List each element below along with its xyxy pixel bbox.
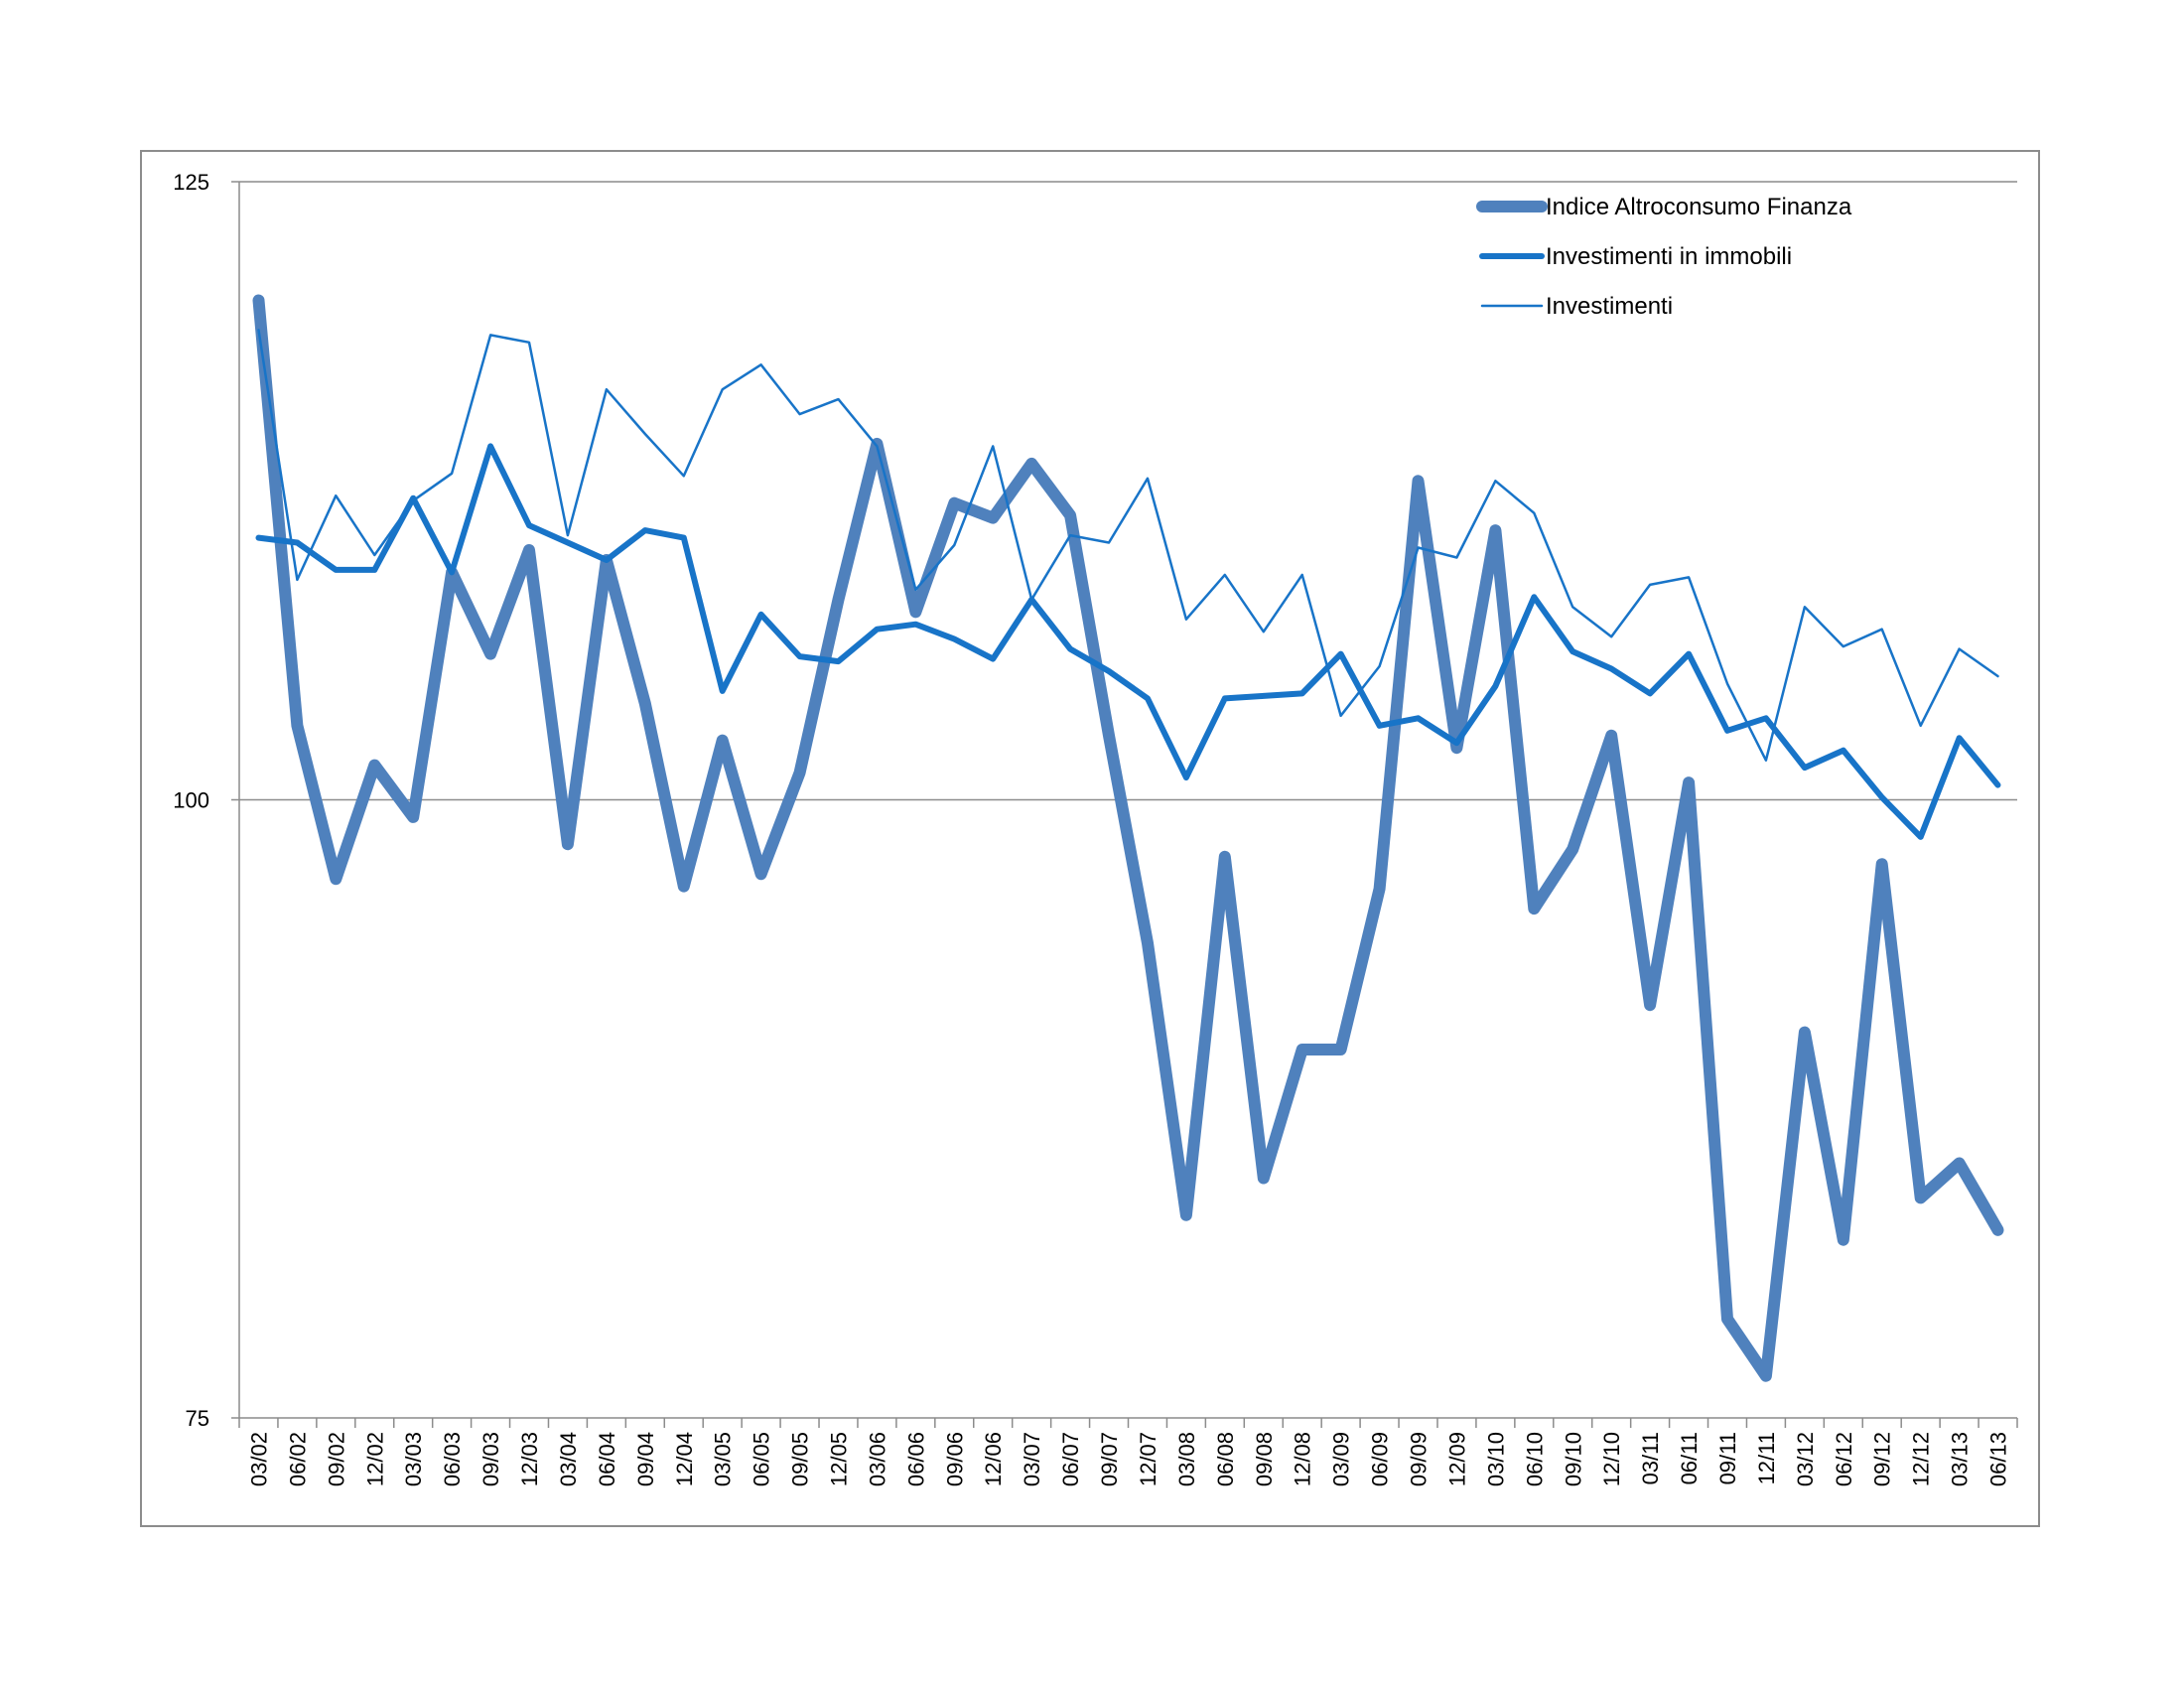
x-tick-label: 12/05 xyxy=(826,1432,851,1486)
x-tick-label: 12/08 xyxy=(1291,1432,1315,1486)
legend-label: Investimenti xyxy=(1546,293,1673,320)
x-tick-label: 09/04 xyxy=(633,1432,658,1486)
x-tick-label: 06/03 xyxy=(440,1432,465,1486)
x-tick-label: 06/11 xyxy=(1677,1432,1702,1484)
legend: Indice Altroconsumo Finanza Investimenti … xyxy=(1476,194,1852,320)
x-tick-label: 06/07 xyxy=(1058,1432,1083,1486)
x-tick-label: 06/12 xyxy=(1832,1432,1856,1486)
x-tick-label: 09/12 xyxy=(1870,1432,1895,1486)
legend-label: Indice Altroconsumo Finanza xyxy=(1546,194,1852,220)
x-tick-label: 12/10 xyxy=(1599,1432,1624,1486)
legend-label: Investimenti in immobili xyxy=(1546,243,1792,270)
series-line-2 xyxy=(255,443,2001,840)
y-tick-label: 75 xyxy=(186,1406,209,1431)
x-tick-label: 03/05 xyxy=(711,1432,736,1486)
x-tick-label: 03/09 xyxy=(1329,1432,1354,1486)
x-tick-label: 03/06 xyxy=(865,1432,889,1486)
x-tick-label: 12/04 xyxy=(672,1432,697,1486)
x-tick-label: 06/13 xyxy=(1986,1432,2011,1486)
y-tick-label: 100 xyxy=(173,788,209,813)
x-tick-label: 06/04 xyxy=(595,1432,619,1486)
x-tick-label: 03/10 xyxy=(1483,1432,1508,1486)
line-chart: 75 100 125 03/02 06/02 09/02 12/02 03/03 06/03 09… xyxy=(173,170,2018,1486)
x-tick-label: 03/08 xyxy=(1174,1432,1199,1486)
x-tick-label: 12/06 xyxy=(981,1432,1006,1486)
x-tick-label: 06/10 xyxy=(1522,1432,1547,1486)
x-tick-label: 09/05 xyxy=(788,1432,813,1486)
x-tick-label: 12/03 xyxy=(517,1432,542,1486)
x-tick-label: 09/11 xyxy=(1715,1432,1740,1484)
series-line-3 xyxy=(257,329,1999,762)
x-tick-label: 09/09 xyxy=(1407,1432,1432,1486)
x-tick-label: 09/02 xyxy=(324,1432,348,1486)
x-tick-label: 03/11 xyxy=(1638,1432,1663,1484)
x-tick-label: 03/07 xyxy=(1020,1432,1044,1486)
x-tick-label: 12/02 xyxy=(362,1432,387,1486)
x-tick-label: 06/08 xyxy=(1213,1432,1238,1486)
x-tick-label: 09/03 xyxy=(478,1432,503,1486)
x-tick-label: 09/10 xyxy=(1561,1432,1585,1486)
x-tick-label: 12/07 xyxy=(1136,1432,1160,1486)
x-tick-label: 12/09 xyxy=(1444,1432,1469,1486)
x-tick-label: 03/02 xyxy=(246,1432,271,1486)
x-tick-label: 06/02 xyxy=(285,1432,310,1486)
x-tick-label: 12/12 xyxy=(1909,1432,1934,1486)
x-tick-label: 09/06 xyxy=(942,1432,967,1486)
x-tick-label: 06/06 xyxy=(903,1432,928,1486)
axes: 75 100 125 03/02 06/02 09/02 12/02 03/03 06/03 09… xyxy=(173,170,2018,1486)
series xyxy=(252,294,2004,1382)
x-tick-label: 12/11 xyxy=(1754,1432,1779,1484)
series-line-1 xyxy=(252,294,2004,1382)
x-tick-label: 06/05 xyxy=(750,1432,774,1486)
x-tick-label: 09/08 xyxy=(1252,1432,1277,1486)
x-tick-label: 09/07 xyxy=(1097,1432,1122,1486)
y-tick-label: 125 xyxy=(173,170,209,195)
x-tick-label: 03/13 xyxy=(1948,1432,1973,1486)
chart-frame: 75 100 125 03/02 06/02 09/02 12/02 03/03 06/03 09… xyxy=(140,150,2040,1527)
x-tick-label: 03/03 xyxy=(401,1432,426,1486)
x-tick-label: 03/04 xyxy=(556,1432,581,1486)
x-tick-label: 03/12 xyxy=(1793,1432,1818,1486)
x-tick-label: 06/09 xyxy=(1368,1432,1393,1486)
gridlines xyxy=(239,181,2017,801)
